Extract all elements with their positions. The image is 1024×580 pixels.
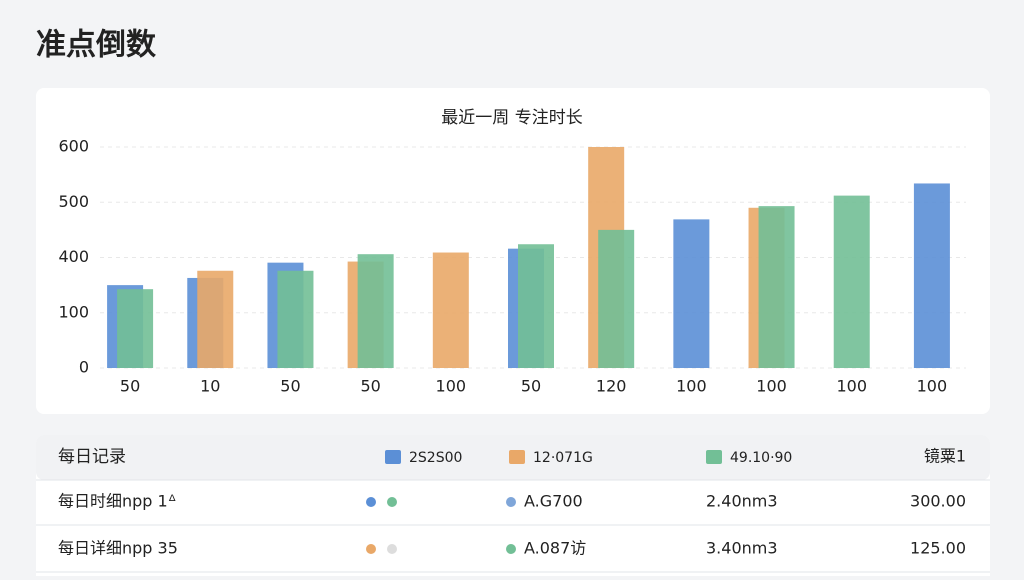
bar <box>357 254 394 368</box>
x-tick-label: 120 <box>596 377 627 396</box>
x-tick-label: 50 <box>120 377 140 396</box>
y-tick-label: 0 <box>79 358 89 377</box>
table-cell: 每日详细npp 35 <box>58 539 178 558</box>
x-tick-label: 100 <box>836 377 867 396</box>
page-title: 准点倒数 <box>36 28 157 63</box>
dot <box>506 497 516 507</box>
table-cell: 每日时细npp 1ᐞ <box>58 492 176 511</box>
legend-label: 2S2S00 <box>409 450 462 466</box>
x-tick-label: 100 <box>676 377 707 396</box>
legend-swatch <box>509 450 525 464</box>
bar <box>277 270 314 368</box>
legend: 2S2S00 12·071G 49.10·90 <box>385 450 792 466</box>
dot <box>387 544 397 554</box>
x-tick-label: 100 <box>436 377 467 396</box>
legend-swatch <box>385 450 401 464</box>
legend-label: 49.10·90 <box>730 450 792 466</box>
table-cell: 125.00 <box>910 539 966 558</box>
table-header-cell: 镜粟1 <box>924 447 966 466</box>
bar <box>758 206 795 368</box>
x-tick-label: 50 <box>360 377 380 396</box>
y-tick-label: 500 <box>58 192 89 211</box>
dot <box>366 544 376 554</box>
dot <box>387 497 397 507</box>
plot: 0 100 400 500 600 50 10 50 50 100 50 120 100 100 100 10… <box>58 137 966 396</box>
bar <box>197 270 234 368</box>
x-tick-label: 100 <box>917 377 948 396</box>
x-tick-label: 50 <box>521 377 541 396</box>
y-tick-label: 100 <box>58 302 89 321</box>
dot <box>506 544 516 554</box>
table-header-cell: 每日记录 <box>58 447 126 467</box>
bar <box>913 183 950 368</box>
bar <box>117 289 154 368</box>
x-tick-label: 50 <box>280 377 300 396</box>
y-tick-label: 400 <box>58 247 89 266</box>
table-cell: 300.00 <box>910 492 966 511</box>
bar <box>432 252 469 368</box>
table-cell: 2.40nm3 <box>706 492 778 511</box>
x-tick-label: 10 <box>200 377 220 396</box>
bar <box>518 244 554 368</box>
dot <box>366 497 376 507</box>
bar <box>673 219 710 368</box>
x-tick-label: 100 <box>756 377 787 396</box>
chart-title: 最近一周 专注时长 <box>441 108 582 128</box>
legend-swatch <box>706 450 722 464</box>
table-cell: A.087访 <box>524 539 586 558</box>
table-cell: A.G700 <box>524 492 583 511</box>
y-tick-label: 600 <box>58 137 89 156</box>
table-cell: 3.40nm3 <box>706 539 778 558</box>
legend-label: 12·071G <box>533 450 593 466</box>
bar <box>833 195 870 368</box>
bar <box>598 229 635 368</box>
